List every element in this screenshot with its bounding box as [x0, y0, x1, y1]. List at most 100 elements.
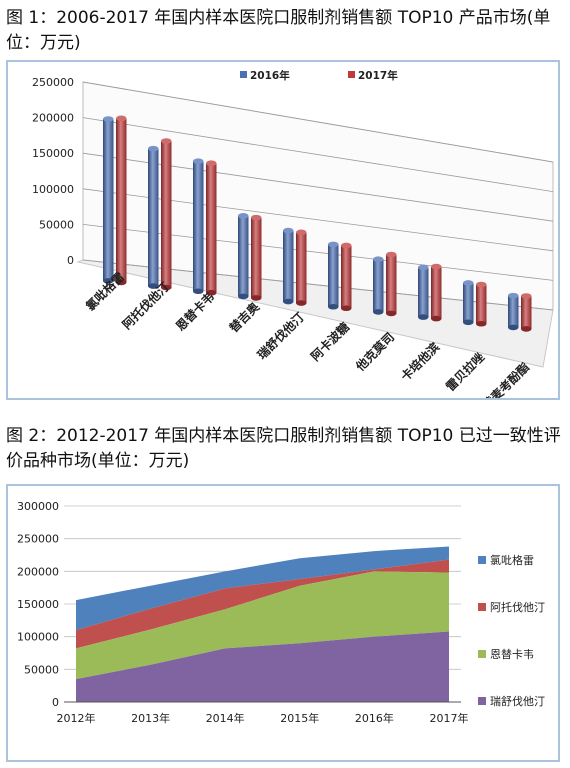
x-category-label: 卡培他滨	[398, 339, 443, 384]
x-tick-label: 2012年	[57, 711, 96, 725]
bar-base	[283, 298, 294, 305]
bar-top	[161, 138, 172, 144]
gridline	[82, 117, 554, 192]
bar-top	[508, 292, 519, 299]
y-tick-label: 50000	[39, 218, 74, 231]
bar-base	[431, 315, 442, 322]
legend-label: 氯吡格雷	[490, 553, 534, 567]
y-tick-label: 100000	[32, 183, 74, 196]
bar-top	[476, 281, 487, 288]
gridline	[82, 81, 554, 163]
bar-top	[386, 251, 397, 258]
bar	[103, 118, 114, 281]
legend-label: 2016年	[250, 69, 290, 82]
bar	[521, 296, 532, 329]
bar	[508, 295, 519, 328]
x-tick-label: 2016年	[355, 711, 394, 725]
y-tick-label: 300000	[17, 500, 59, 513]
bar-top	[431, 263, 442, 270]
bar-base	[148, 283, 159, 289]
x-category-label: 瑞舒伐他汀	[254, 309, 307, 362]
bar-top	[103, 116, 114, 122]
bar-base	[341, 305, 352, 312]
bar	[476, 284, 487, 324]
bar-base	[251, 295, 262, 301]
bar-top	[418, 264, 429, 271]
chart-1-svg: 0 50000 100000 150000 200000 250000 2016年 2017年…	[32, 69, 554, 421]
area-series	[76, 559, 449, 649]
bar	[238, 215, 249, 297]
bar-top	[206, 160, 217, 167]
bar-top	[296, 229, 307, 236]
bar	[463, 282, 474, 323]
x-category-label: 他克莫司	[352, 329, 397, 374]
y-tick-label: 0	[52, 696, 59, 709]
legend-swatch	[478, 650, 486, 658]
legend-label: 恩替卡韦	[490, 647, 534, 661]
y-tick-label: 250000	[32, 76, 74, 89]
x-category-label: 雷贝拉唑	[443, 349, 488, 394]
legend-label: 阿托伐他汀	[490, 600, 545, 614]
x-category-label: 恩替卡韦	[173, 289, 218, 334]
x-category-label: 替吉奥	[226, 298, 263, 335]
legend-swatch	[348, 71, 355, 78]
bar-top	[373, 256, 384, 263]
bar	[341, 245, 352, 309]
bar-top	[193, 158, 204, 165]
bar-top	[148, 145, 159, 152]
bar-base	[418, 314, 429, 320]
legend-swatch	[478, 603, 486, 611]
bar-top	[328, 241, 339, 248]
x-category-label: 阿托伐他汀	[119, 279, 172, 332]
y-tick-label: 150000	[32, 147, 74, 160]
legend-label: 瑞舒伐他汀	[490, 694, 545, 708]
chart-1-panel: 0 50000 100000 150000 200000 250000 2016年 2017年…	[6, 60, 560, 421]
bar	[418, 267, 429, 318]
bar	[193, 161, 204, 292]
bar-top	[341, 242, 352, 249]
y-tick-label: 50000	[24, 663, 59, 676]
x-tick-label: 2015年	[280, 711, 319, 725]
bar-base	[193, 288, 204, 295]
bar	[386, 254, 397, 314]
bar-base	[238, 293, 249, 300]
bar	[206, 163, 217, 293]
bar	[116, 118, 127, 283]
y-tick-label: 0	[67, 254, 74, 267]
bar-top	[116, 115, 127, 122]
x-tick-label: 2014年	[206, 711, 245, 725]
chart-2-panel: 0 50000 100000 150000 200000 250000 300000 2012…	[6, 484, 560, 762]
legend-swatch	[478, 697, 486, 705]
chart-2-svg: 0 50000 100000 150000 200000 250000 300000 2012…	[17, 500, 545, 725]
bar	[148, 148, 159, 287]
bar-base	[161, 284, 172, 291]
figure-2-caption: 图 2：2012-2017 年国内样本医院口服制剂销售额 TOP10 已过一致性…	[6, 426, 561, 471]
bar-base	[328, 303, 339, 310]
x-tick-label: 2013年	[131, 711, 170, 725]
bar-base	[103, 278, 114, 284]
bar	[328, 244, 339, 307]
area-series	[76, 546, 449, 631]
x-tick-label: 2017年	[430, 711, 469, 725]
bar	[296, 232, 307, 304]
legend-label: 2017年	[358, 69, 398, 82]
bar	[283, 230, 294, 302]
y-tick-label: 200000	[17, 565, 59, 578]
bar-base	[521, 326, 532, 332]
bar-top	[283, 227, 294, 234]
bar-top	[238, 213, 249, 219]
bar-base	[463, 319, 474, 326]
bar-base	[206, 289, 217, 296]
y-tick-label: 100000	[17, 631, 59, 644]
x-category-label: 阿卡波糖	[308, 319, 353, 364]
area-series	[76, 631, 449, 702]
bar	[431, 266, 442, 319]
bar-base	[116, 279, 127, 286]
bar	[251, 217, 262, 298]
y-tick-label: 250000	[17, 533, 59, 546]
y-tick-label: 150000	[17, 598, 59, 611]
bar-base	[296, 300, 307, 306]
legend-swatch	[478, 556, 486, 564]
bar-base	[386, 310, 397, 317]
bar-base	[373, 309, 384, 315]
